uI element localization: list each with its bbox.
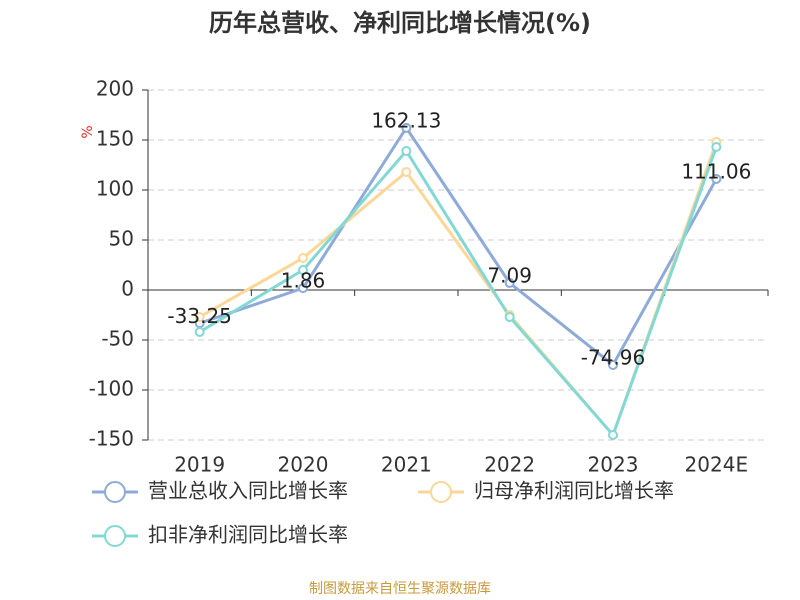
y-tick-label: 100: [96, 177, 134, 201]
x-tick-label: 2021: [381, 453, 432, 477]
series-line: [198, 141, 718, 438]
data-point: [401, 167, 412, 177]
data-point: [608, 359, 618, 370]
source-note: 制图数据来自恒生聚源数据库: [309, 581, 491, 597]
x-tick-label: 2022: [484, 453, 535, 477]
data-point: [401, 146, 412, 156]
chart-title: 历年总营收、净利同比增长情况(%): [209, 9, 591, 37]
y-tick-label: 50: [109, 227, 134, 251]
x-tick-label: 2019: [174, 453, 225, 477]
x-tick-label: 2024E: [685, 453, 749, 477]
data-point: [401, 122, 412, 133]
data-label: 1.86: [281, 269, 326, 293]
data-point: [194, 312, 205, 322]
y-tick-label: 0: [121, 277, 134, 301]
legend-label: 扣非净利润同比增长率: [148, 523, 348, 547]
data-point: [298, 283, 308, 294]
y-tick-label: 150: [96, 127, 134, 151]
data-point: [504, 312, 515, 322]
data-label: -33.25: [167, 304, 231, 328]
data-label: -74.96: [581, 345, 645, 369]
y-axis-label: %: [80, 125, 96, 138]
data-point: [608, 430, 618, 440]
data-label: 162.13: [371, 108, 441, 132]
series-line: [199, 125, 718, 368]
data-point: [298, 265, 308, 275]
data-point: [711, 142, 722, 152]
legend-marker: [104, 525, 126, 547]
data-point: [298, 253, 308, 263]
legend-marker: [104, 481, 126, 503]
y-tick-label: 200: [96, 77, 134, 101]
legend-label: 归母净利润同比增长率: [474, 479, 674, 503]
y-tick-label: -100: [89, 377, 134, 401]
x-tick-label: 2020: [278, 453, 329, 477]
x-tick-label: 2023: [588, 453, 639, 477]
data-label: 111.06: [681, 159, 751, 183]
legend-marker: [430, 481, 452, 503]
data-point: [711, 173, 722, 184]
data-point: [194, 327, 205, 337]
legend-label: 营业总收入同比增长率: [148, 479, 348, 503]
data-point: [504, 277, 515, 288]
y-tick-label: -50: [101, 327, 134, 351]
series-line: [198, 146, 718, 438]
y-tick-label: -150: [89, 427, 134, 451]
data-label: 7.09: [487, 263, 532, 287]
